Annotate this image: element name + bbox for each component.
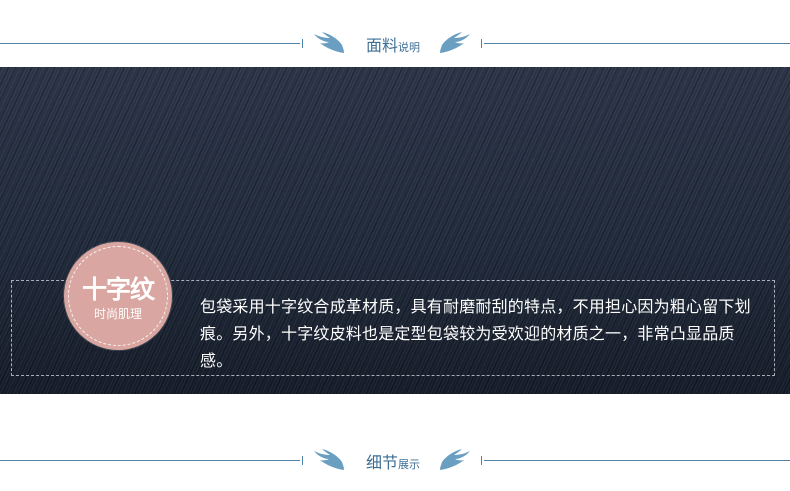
- divider-tick-left: [302, 39, 303, 48]
- section-title-sub: 展示: [398, 458, 420, 471]
- left-wing-icon: [314, 32, 344, 53]
- section-title-detail: 细节展示: [350, 449, 436, 473]
- divider-line-right: [484, 43, 790, 44]
- section-title-fabric: 面料说明: [350, 32, 436, 56]
- section-title-main: 细节: [365, 453, 398, 472]
- divider-line-left: [0, 43, 300, 44]
- badge-title: 十字纹: [81, 275, 155, 304]
- section-title-main: 面料: [365, 36, 398, 55]
- section-title-sub: 说明: [398, 41, 420, 54]
- texture-badge: 十字纹 时尚肌理: [64, 242, 172, 350]
- badge-dashed-ring: [68, 246, 168, 346]
- divider-line-left: [0, 460, 300, 461]
- divider-tick-right: [481, 456, 482, 465]
- divider-tick-left: [302, 456, 303, 465]
- divider-tick-right: [481, 39, 482, 48]
- badge-subtitle: 时尚肌理: [93, 307, 142, 321]
- info-dashed-frame: [11, 280, 775, 376]
- fabric-description-text: 包袋采用十字纹合成革材质，具有耐磨耐刮的特点，不用担心因为粗心留下划痕。另外，十…: [200, 297, 751, 370]
- right-wing-icon: [440, 32, 470, 53]
- left-wing-icon: [314, 449, 344, 470]
- section-header-detail: 细节展示: [0, 446, 790, 476]
- right-wing-icon: [440, 449, 470, 470]
- section-header-fabric: 面料说明: [0, 29, 790, 59]
- divider-line-right: [484, 460, 790, 461]
